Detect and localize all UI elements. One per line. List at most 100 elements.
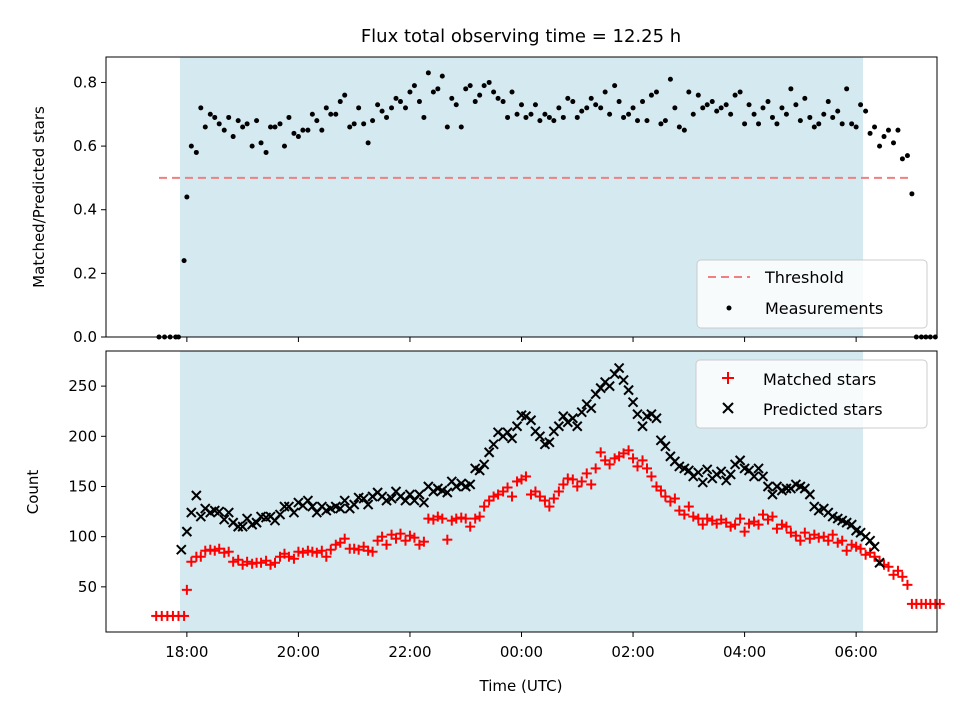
matched-point: [391, 533, 402, 544]
measurement-point: [635, 118, 641, 124]
matched-points: [151, 445, 945, 621]
predicted-point: [618, 374, 629, 386]
predicted-point: [586, 402, 597, 414]
matched-point: [404, 530, 415, 541]
predicted-point: [506, 433, 518, 444]
matched-point: [297, 547, 308, 558]
measurement-point: [240, 124, 246, 130]
matched-point: [725, 521, 736, 532]
y-tick-label: 50: [78, 578, 97, 596]
matched-point: [451, 513, 462, 524]
predicted-point: [734, 455, 746, 466]
measurement-point: [816, 121, 822, 127]
measurement-point: [881, 134, 887, 140]
measurement-point: [467, 83, 473, 89]
measurement-point: [411, 83, 417, 89]
x-tick-label: 04:00: [723, 643, 766, 661]
matched-point: [293, 546, 304, 557]
matched-point: [539, 495, 550, 506]
measurement-point: [895, 127, 901, 133]
matched-point: [530, 486, 541, 497]
measurement-point: [830, 114, 836, 120]
measurement-point: [793, 102, 799, 108]
matched-point: [209, 545, 220, 556]
predicted-point: [748, 471, 760, 482]
predicted-point: [762, 481, 774, 492]
matched-point: [646, 471, 657, 482]
matched-point: [767, 511, 778, 522]
measurement-point: [491, 89, 497, 95]
measurement-point: [756, 121, 762, 127]
measurement-point: [519, 102, 524, 108]
predicted-point: [846, 519, 857, 530]
measurement-point: [821, 111, 827, 117]
matched-point: [618, 448, 629, 459]
predicted-point: [186, 507, 197, 518]
predicted-point: [874, 557, 885, 568]
predicted-point: [176, 544, 187, 555]
measurement-point: [216, 121, 222, 127]
measurement-point: [258, 140, 264, 146]
measurement-point: [425, 70, 431, 76]
measurement-point: [188, 143, 194, 149]
predicted-point: [697, 477, 708, 488]
measurements-legend-label: Measurements: [765, 299, 883, 318]
measurement-point: [695, 92, 701, 98]
matched-point: [776, 519, 787, 530]
matched-point: [567, 474, 578, 485]
measurement-point: [463, 86, 469, 92]
predicted-point: [335, 503, 346, 514]
measurement-point: [319, 127, 325, 133]
matched-point: [325, 544, 336, 555]
x-tick-label: 02:00: [611, 643, 654, 661]
predicted-point: [483, 447, 495, 458]
measurement-point: [537, 118, 543, 124]
matched-point: [363, 545, 374, 556]
measurement-point: [588, 95, 594, 101]
measurement-point: [472, 99, 478, 105]
predicted-point: [660, 441, 671, 452]
measurement-point: [407, 89, 413, 95]
matched-point: [739, 526, 750, 537]
measurement-point: [328, 111, 334, 117]
y-tick-label: 0.2: [73, 264, 97, 282]
matched-point: [655, 485, 666, 496]
predicted-point: [219, 514, 230, 525]
predicted-point: [627, 396, 639, 408]
measurement-point: [863, 108, 869, 114]
measurement-point: [347, 124, 353, 130]
measurement-point: [700, 105, 706, 111]
matched-point: [609, 453, 620, 464]
predicted-point: [725, 469, 736, 480]
predicted-point: [195, 511, 207, 522]
measurement-point: [877, 143, 883, 149]
measurement-point: [737, 89, 743, 95]
ratio-panel: Flux total observing time = 12.25 h 0.00…: [30, 26, 938, 346]
matched-point: [432, 511, 443, 522]
y-tick-label: 0.0: [73, 328, 97, 346]
top-y-axis-title: Matched/Predicted stars: [30, 106, 48, 288]
predicted-point: [753, 463, 764, 474]
matched-point: [330, 539, 341, 550]
measurement-point: [477, 92, 483, 98]
predicted-point: [502, 427, 513, 438]
matched-point: [628, 453, 639, 464]
matched-point: [470, 513, 481, 524]
y-tick-label: 0.6: [73, 137, 97, 155]
matched-point: [186, 556, 197, 567]
predicted-point: [274, 509, 286, 520]
x-tick-label: 18:00: [165, 643, 208, 661]
matched-point: [902, 579, 913, 590]
measurement-point: [402, 105, 408, 111]
matched-point: [744, 518, 755, 529]
predicted-point: [232, 521, 244, 532]
measurement-point: [523, 114, 529, 120]
matched-point: [395, 528, 406, 539]
matched-point: [869, 551, 880, 562]
measurement-point: [333, 111, 339, 117]
matched-point: [353, 544, 364, 555]
measurement-point: [416, 99, 422, 105]
measurement-point: [249, 143, 255, 149]
measurement-point: [235, 118, 241, 124]
measurement-point: [612, 83, 618, 89]
